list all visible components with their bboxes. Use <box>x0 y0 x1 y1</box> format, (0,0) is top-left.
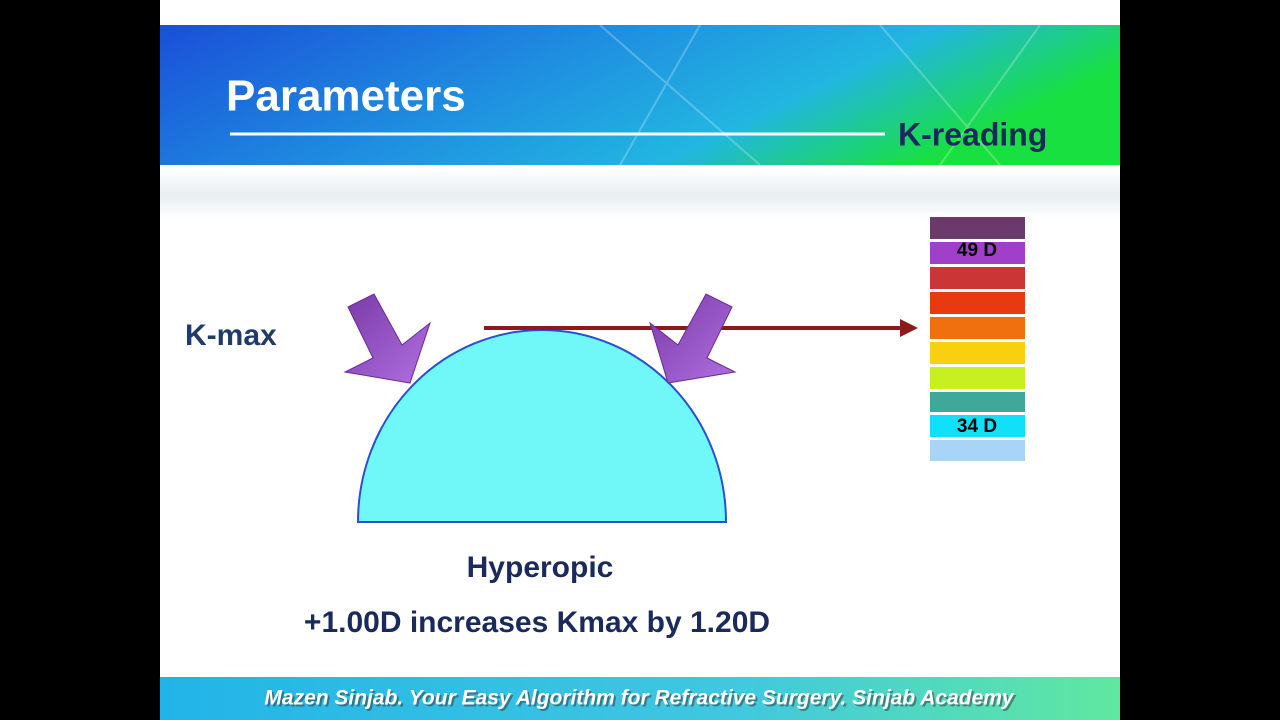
scale-step <box>930 392 1025 412</box>
scale-step <box>930 267 1025 289</box>
scale-label: 34 D <box>957 416 997 437</box>
caption-line: +1.00D increases Kmax by 1.20D <box>304 606 770 639</box>
scale-step <box>930 217 1025 239</box>
caption-line: Hyperopic <box>467 551 614 584</box>
slide-title: Parameters <box>226 72 466 121</box>
scale-step <box>930 317 1025 339</box>
slide-subtitle: K-reading <box>898 116 1047 152</box>
right-arrow <box>649 293 737 384</box>
header-banner <box>160 25 1120 165</box>
pointer-head <box>900 319 918 337</box>
color-scale: 49 D 34 D <box>930 217 1025 461</box>
cornea-dome <box>356 329 728 523</box>
scale-step <box>930 367 1025 389</box>
footer-band <box>160 677 1120 720</box>
kmax-label: K-max <box>185 319 277 352</box>
scale-step <box>930 415 1025 437</box>
scale-label: 49 D <box>957 240 997 261</box>
header-shadow <box>160 170 1120 220</box>
left-arrow <box>343 293 432 384</box>
footer-shadow: Mazen Sinjab. Your Easy Algorithm for Re… <box>266 689 1017 712</box>
scale-step <box>930 342 1025 364</box>
scale-step <box>930 440 1025 461</box>
banner-pattern <box>599 24 1041 166</box>
scale-step <box>930 292 1025 314</box>
scale-step <box>930 242 1025 264</box>
footer-text: Mazen Sinjab. Your Easy Algorithm for Re… <box>264 687 1015 710</box>
